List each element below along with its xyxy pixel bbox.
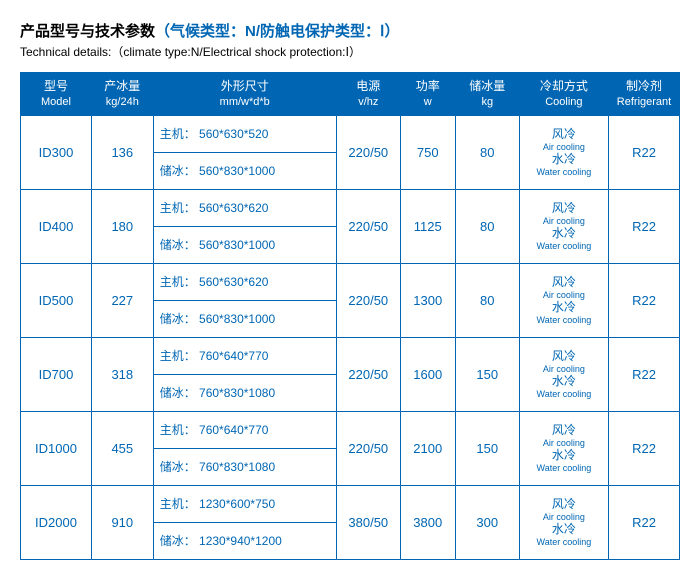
cell-model: ID500 [21, 263, 92, 337]
cell-watt: 3800 [400, 485, 455, 559]
cell-capacity: 910 [91, 485, 153, 559]
cell-dim-store: 储冰： 560*830*1000 [153, 152, 336, 189]
cell-dim-store: 储冰： 760*830*1080 [153, 448, 336, 485]
title-cn-prefix: 产品型号与技术参数 [20, 23, 155, 40]
th-psrc: 电源v/hz [336, 73, 400, 116]
cell-refrigerant: R22 [609, 411, 680, 485]
cell-dim-store: 储冰： 560*830*1000 [153, 226, 336, 263]
cell-psrc: 220/50 [336, 115, 400, 189]
cell-dim-host: 主机： 560*630*620 [153, 189, 336, 226]
table-body: ID300136主机： 560*630*520220/5075080风冷Air … [21, 115, 680, 559]
title-cn: 产品型号与技术参数（气候类型：N/防触电保护类型：Ⅰ） [20, 20, 680, 41]
th-cooling: 冷却方式Cooling [519, 73, 608, 116]
cell-model: ID2000 [21, 485, 92, 559]
th-refrigerant: 制冷剂Refrigerant [609, 73, 680, 116]
table-row: ID300136主机： 560*630*520220/5075080风冷Air … [21, 115, 680, 152]
cell-storage: 80 [455, 263, 519, 337]
cell-cooling: 风冷Air cooling水冷Water cooling [519, 411, 608, 485]
table-row: ID500227主机： 560*630*620220/50130080风冷Air… [21, 263, 680, 300]
cell-storage: 300 [455, 485, 519, 559]
cell-dim-host: 主机： 560*630*520 [153, 115, 336, 152]
th-dim: 外形尺寸mm/w*d*b [153, 73, 336, 116]
cell-storage: 80 [455, 189, 519, 263]
cell-cooling: 风冷Air cooling水冷Water cooling [519, 115, 608, 189]
cell-dim-host: 主机： 760*640*770 [153, 411, 336, 448]
cell-cooling: 风冷Air cooling水冷Water cooling [519, 189, 608, 263]
cell-model: ID400 [21, 189, 92, 263]
cell-dim-store: 储冰： 1230*940*1200 [153, 522, 336, 559]
cell-storage: 150 [455, 337, 519, 411]
title-cn-highlight: （气候类型：N/防触电保护类型：Ⅰ） [155, 23, 399, 40]
th-model: 型号Model [21, 73, 92, 116]
cell-watt: 1300 [400, 263, 455, 337]
cell-watt: 750 [400, 115, 455, 189]
cell-capacity: 180 [91, 189, 153, 263]
title-en: Technical details:（climate type:N/Electr… [20, 43, 680, 60]
table-row: ID1000455主机： 760*640*770220/502100150风冷A… [21, 411, 680, 448]
cell-psrc: 220/50 [336, 337, 400, 411]
cell-capacity: 227 [91, 263, 153, 337]
cell-psrc: 380/50 [336, 485, 400, 559]
cell-refrigerant: R22 [609, 263, 680, 337]
cell-storage: 150 [455, 411, 519, 485]
cell-refrigerant: R22 [609, 189, 680, 263]
cell-cooling: 风冷Air cooling水冷Water cooling [519, 263, 608, 337]
cell-watt: 1125 [400, 189, 455, 263]
spec-table: 型号Model 产冰量kg/24h 外形尺寸mm/w*d*b 电源v/hz 功率… [20, 72, 680, 560]
table-row: ID700318主机： 760*640*770220/501600150风冷Ai… [21, 337, 680, 374]
header-row: 型号Model 产冰量kg/24h 外形尺寸mm/w*d*b 电源v/hz 功率… [21, 73, 680, 116]
cell-refrigerant: R22 [609, 485, 680, 559]
cell-capacity: 136 [91, 115, 153, 189]
cell-model: ID300 [21, 115, 92, 189]
cell-capacity: 318 [91, 337, 153, 411]
cell-psrc: 220/50 [336, 263, 400, 337]
cell-refrigerant: R22 [609, 115, 680, 189]
cell-model: ID700 [21, 337, 92, 411]
table-row: ID400180主机： 560*630*620220/50112580风冷Air… [21, 189, 680, 226]
cell-dim-store: 储冰： 760*830*1080 [153, 374, 336, 411]
th-watt: 功率w [400, 73, 455, 116]
cell-watt: 1600 [400, 337, 455, 411]
cell-psrc: 220/50 [336, 189, 400, 263]
cell-storage: 80 [455, 115, 519, 189]
th-storage: 储冰量kg [455, 73, 519, 116]
th-capacity: 产冰量kg/24h [91, 73, 153, 116]
cell-cooling: 风冷Air cooling水冷Water cooling [519, 337, 608, 411]
cell-cooling: 风冷Air cooling水冷Water cooling [519, 485, 608, 559]
cell-capacity: 455 [91, 411, 153, 485]
cell-dim-host: 主机： 1230*600*750 [153, 485, 336, 522]
cell-dim-store: 储冰： 560*830*1000 [153, 300, 336, 337]
cell-dim-host: 主机： 560*630*620 [153, 263, 336, 300]
cell-dim-host: 主机： 760*640*770 [153, 337, 336, 374]
cell-model: ID1000 [21, 411, 92, 485]
cell-psrc: 220/50 [336, 411, 400, 485]
cell-refrigerant: R22 [609, 337, 680, 411]
cell-watt: 2100 [400, 411, 455, 485]
table-row: ID2000910主机： 1230*600*750380/503800300风冷… [21, 485, 680, 522]
